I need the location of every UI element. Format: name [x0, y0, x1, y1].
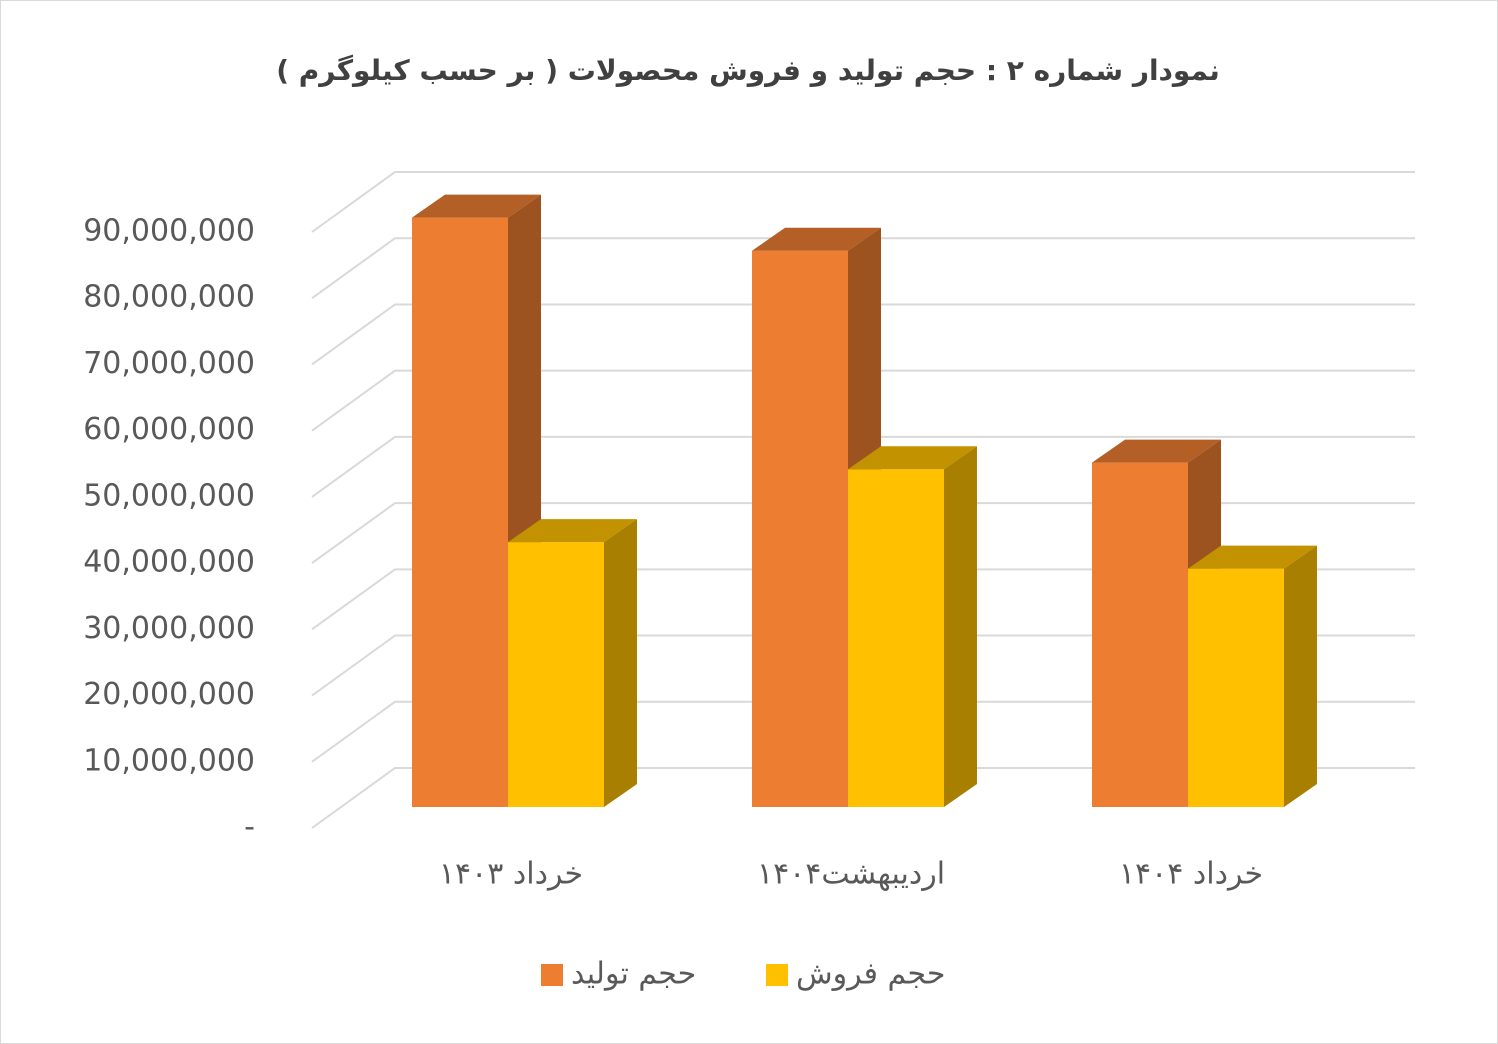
y-tick-label: 60,000,000	[83, 412, 255, 447]
y-tick-label: -	[244, 810, 255, 845]
y-tick-label: 30,000,000	[83, 611, 255, 646]
grid-line	[311, 767, 1415, 829]
grid-line	[311, 171, 1415, 233]
bar-front	[508, 542, 604, 807]
grid-line	[311, 435, 1415, 498]
y-tick-label: 80,000,000	[83, 280, 255, 315]
grid-line	[311, 502, 1415, 564]
y-tick-label: 20,000,000	[83, 677, 255, 712]
bar-top	[752, 227, 881, 251]
bar-side	[944, 446, 977, 807]
grid-line	[311, 369, 1415, 432]
bar-top	[412, 194, 541, 218]
x-tick-label: خرداد ۱۴۰۴	[1119, 857, 1263, 892]
bar-front	[1092, 462, 1188, 807]
chart-title: نمودار شماره ۲ : حجم تولید و فروش محصولا…	[276, 54, 1220, 87]
legend-swatch	[766, 964, 788, 986]
bar-top	[848, 446, 977, 470]
bar-top	[1092, 439, 1221, 463]
grid-line	[311, 568, 1415, 631]
bar-side	[1284, 545, 1317, 807]
bar-top	[508, 519, 637, 543]
bar-front	[752, 250, 848, 807]
bar-front	[848, 469, 944, 807]
legend-label: حجم فروش	[796, 957, 945, 992]
bar-top	[1188, 545, 1317, 569]
bar-side	[604, 519, 637, 807]
grid-line	[311, 634, 1415, 697]
y-tick-label: 50,000,000	[83, 478, 255, 513]
y-tick-label: 40,000,000	[83, 545, 255, 580]
bar-front	[1188, 568, 1284, 807]
x-tick-label: خرداد ۱۴۰۳	[439, 857, 583, 892]
bar-front	[412, 217, 508, 808]
legend-swatch	[541, 964, 563, 986]
grid-line	[311, 303, 1415, 366]
grid-line	[311, 700, 1415, 763]
grid-line	[311, 237, 1415, 300]
y-tick-label: 10,000,000	[83, 743, 255, 778]
y-tick-label: 70,000,000	[83, 346, 255, 381]
y-tick-label: 90,000,000	[83, 214, 255, 249]
legend-label: حجم تولید	[571, 957, 696, 992]
x-tick-label: اردیبهشت۱۴۰۴	[757, 857, 945, 892]
